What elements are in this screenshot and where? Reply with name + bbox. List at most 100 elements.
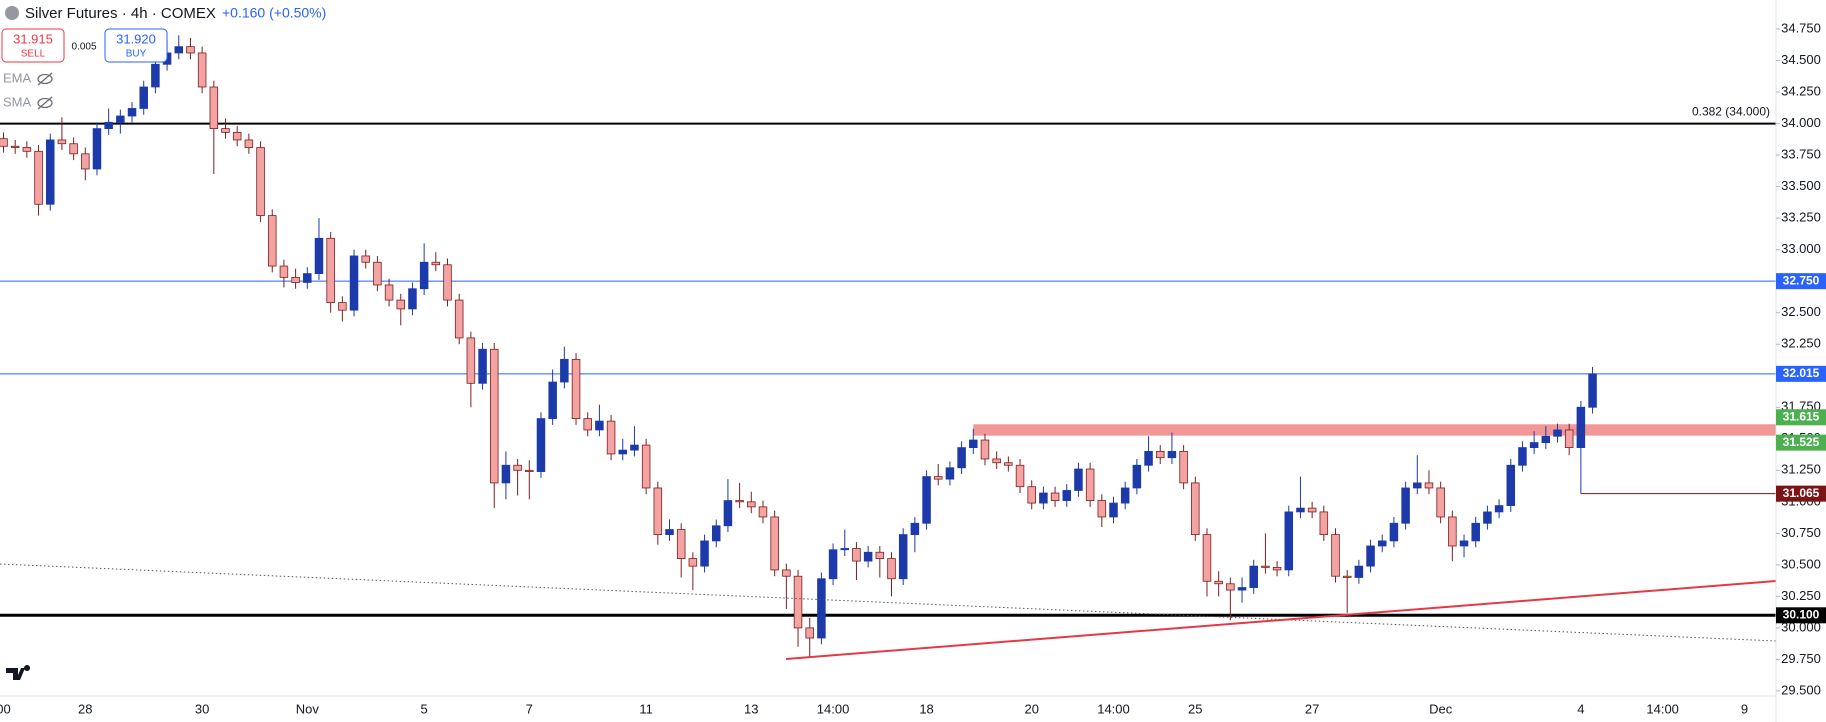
candle-body [10, 145, 20, 148]
y-tick-label: 34.000 [1781, 115, 1821, 130]
candle-body [69, 143, 78, 155]
candle-body [45, 139, 55, 205]
y-tick-label: 34.750 [1781, 20, 1821, 35]
zone-label-box [1776, 409, 1826, 426]
candle-body [1272, 566, 1282, 571]
candle-body [197, 52, 207, 88]
y-tick-label: 30.500 [1781, 556, 1821, 571]
candle-body [1155, 450, 1165, 459]
candle-body [747, 501, 756, 508]
candle-body [151, 63, 160, 88]
price-label: 30.100 [1783, 607, 1820, 621]
spread: 0.005 [71, 42, 96, 53]
candle-body [793, 575, 803, 629]
x-tick-label: 14:00 [817, 701, 850, 716]
candle-body [700, 540, 709, 567]
candle-body [1226, 583, 1235, 591]
buy-button[interactable] [104, 28, 168, 63]
candle-body [641, 444, 651, 489]
candle-body [396, 299, 406, 310]
dotted-trend-line [0, 563, 1777, 642]
candle-body [338, 302, 347, 311]
candle-body [1249, 565, 1258, 588]
x-tick-label: 20 [1024, 701, 1038, 716]
indicator-label[interactable]: SMA [3, 94, 32, 109]
zone-label: 31.615 [1783, 409, 1820, 423]
candle-body [22, 147, 32, 152]
zone-label: 31.525 [1783, 435, 1820, 449]
candle-body [583, 418, 592, 431]
candle-body [1039, 492, 1048, 504]
x-tick-label: Nov [296, 701, 320, 716]
support-trend-line [785, 580, 1777, 660]
x-tick-label: 28 [78, 701, 92, 716]
candle-body [910, 522, 920, 536]
candle-body [361, 255, 370, 263]
price-label: 32.750 [1783, 273, 1820, 287]
candle-body [34, 150, 43, 205]
candle-body [303, 273, 312, 283]
candle-body [782, 569, 791, 577]
candle-body [419, 261, 429, 290]
candle-body [1237, 587, 1247, 591]
candle-body [665, 529, 674, 536]
candle-body [1062, 490, 1072, 501]
candle-body [1576, 406, 1586, 449]
candle-body [560, 358, 569, 383]
candle-body [408, 288, 417, 310]
x-tick-label: 27 [1305, 701, 1319, 716]
candle-body [1050, 492, 1060, 501]
sell-label: SELL [21, 49, 46, 60]
indicator-label[interactable]: EMA [3, 70, 32, 85]
candle-body [1541, 435, 1551, 443]
y-tick-label: 32.500 [1781, 304, 1821, 319]
candle-body [606, 420, 616, 455]
buy-price: 31.920 [116, 31, 156, 46]
price-label-box [1776, 485, 1826, 502]
y-tick-label: 29.750 [1781, 651, 1821, 666]
candle-body [957, 447, 966, 469]
candle-body [92, 128, 102, 170]
candle-body [291, 276, 300, 283]
candle-body [57, 139, 67, 145]
candle-body [1261, 565, 1270, 568]
y-tick-label: 31.250 [1781, 462, 1821, 477]
x-tick-label: 7 [526, 701, 533, 716]
candle-body [1413, 482, 1422, 489]
candle-body [1144, 450, 1153, 466]
candle-body [1202, 534, 1212, 582]
candle-body [1354, 565, 1364, 578]
candle-body [501, 464, 511, 484]
candle-body [466, 337, 476, 384]
candle-body [711, 525, 721, 542]
candle-body [1296, 507, 1305, 513]
candle-body [104, 121, 113, 130]
candle-body [536, 418, 546, 472]
candle-body [1494, 505, 1504, 513]
candle-body [256, 147, 265, 217]
x-tick-label: 14:00 [1646, 701, 1679, 716]
candle-body [817, 578, 826, 639]
candle-body [1448, 516, 1457, 547]
change: +0.160 (+0.50%) [222, 5, 326, 21]
candle-body [969, 439, 978, 449]
candle-body [116, 115, 125, 123]
candle-body [887, 558, 896, 580]
candle-body [571, 358, 581, 420]
candle-body [1553, 429, 1562, 437]
price-line-label: 0.382 (34.000) [1692, 105, 1770, 119]
y-tick-label: 29.500 [1781, 682, 1821, 697]
candle-body [349, 255, 359, 311]
candle-body [992, 458, 1001, 464]
candle-body [127, 108, 137, 117]
candle-body [1191, 482, 1200, 536]
candle-body [758, 506, 768, 518]
candle-body [384, 284, 394, 301]
candle-body [1471, 522, 1480, 542]
sell-button[interactable] [1, 28, 65, 63]
candle-body [1506, 464, 1516, 507]
candle-body [1331, 534, 1340, 577]
candle-body [898, 534, 908, 580]
